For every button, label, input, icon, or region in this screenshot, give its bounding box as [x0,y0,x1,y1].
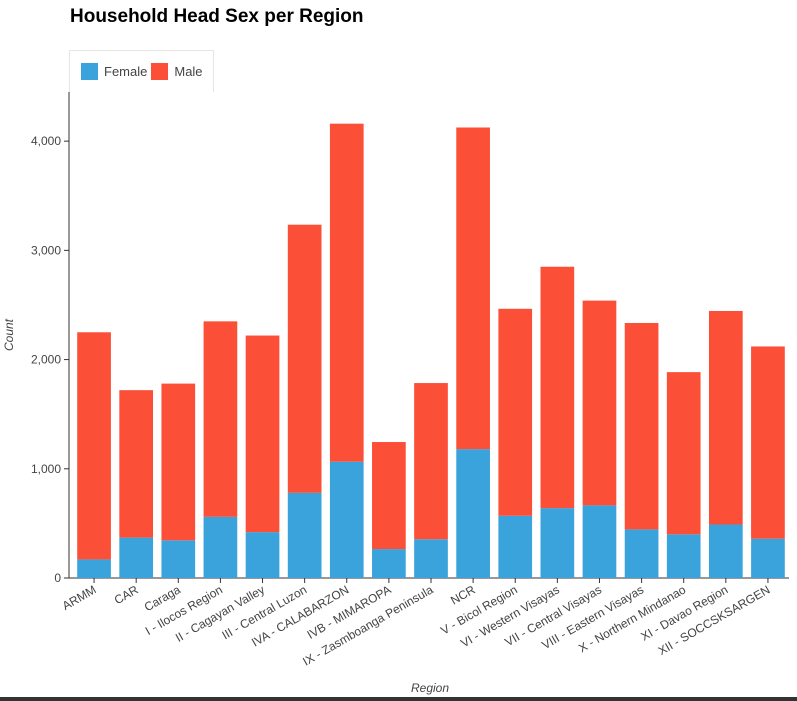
bar-female[interactable] [77,559,111,578]
bar-female[interactable] [414,539,448,578]
x-tick-label: ARMM [60,582,99,612]
bar-female[interactable] [329,461,364,578]
bar-female[interactable] [287,492,322,578]
y-tick-label: 4,000 [31,134,61,148]
legend-swatch-male [151,63,169,80]
bar-male[interactable] [582,300,617,506]
bar-female[interactable] [708,524,743,578]
bar-male[interactable] [540,266,575,509]
bar-male[interactable] [329,123,364,462]
bar-male[interactable] [77,332,111,560]
bar-female[interactable] [751,538,785,578]
y-tick-label: 2,000 [31,353,61,367]
y-axis-label: Count [2,318,16,351]
bar-female[interactable] [372,549,406,578]
legend: Female Male [69,50,214,92]
bar-female[interactable] [666,534,701,578]
bar-male[interactable] [456,127,490,450]
bar-male[interactable] [119,390,154,538]
bar-male[interactable] [708,310,743,525]
legend-label-female: Female [104,64,148,79]
x-tick-label: CAR [112,582,141,607]
bar-male[interactable] [498,308,533,516]
y-tick-label: 0 [54,571,61,585]
bar-male[interactable] [624,322,659,530]
bar-male[interactable] [203,321,238,517]
bar-male[interactable] [161,383,196,541]
legend-label-male: Male [174,64,203,79]
bar-male[interactable] [245,335,280,533]
legend-swatch-female [81,63,98,80]
bar-male[interactable] [414,383,448,540]
y-tick-label: 3,000 [31,243,61,257]
bar-male[interactable] [287,224,322,493]
bar-male[interactable] [751,346,785,539]
bar-female[interactable] [582,505,617,578]
footer-bar [0,697,797,701]
bar-female[interactable] [119,537,154,578]
bar-female[interactable] [161,540,196,578]
y-tick-label: 1,000 [31,462,61,476]
chart-title: Household Head Sex per Region [70,6,364,27]
x-axis-label: Region [411,681,449,695]
bar-female[interactable] [498,515,533,578]
legend-item-male[interactable]: Male [151,63,203,80]
bar-female[interactable] [203,516,238,578]
bar-female[interactable] [245,532,280,578]
bar-male[interactable] [666,372,701,535]
bar-female[interactable] [624,529,659,578]
x-tick-label: NCR [448,582,478,607]
bar-male[interactable] [372,442,406,550]
bar-female[interactable] [456,449,490,578]
legend-item-female[interactable]: Female [81,63,147,80]
bar-female[interactable] [540,508,575,578]
